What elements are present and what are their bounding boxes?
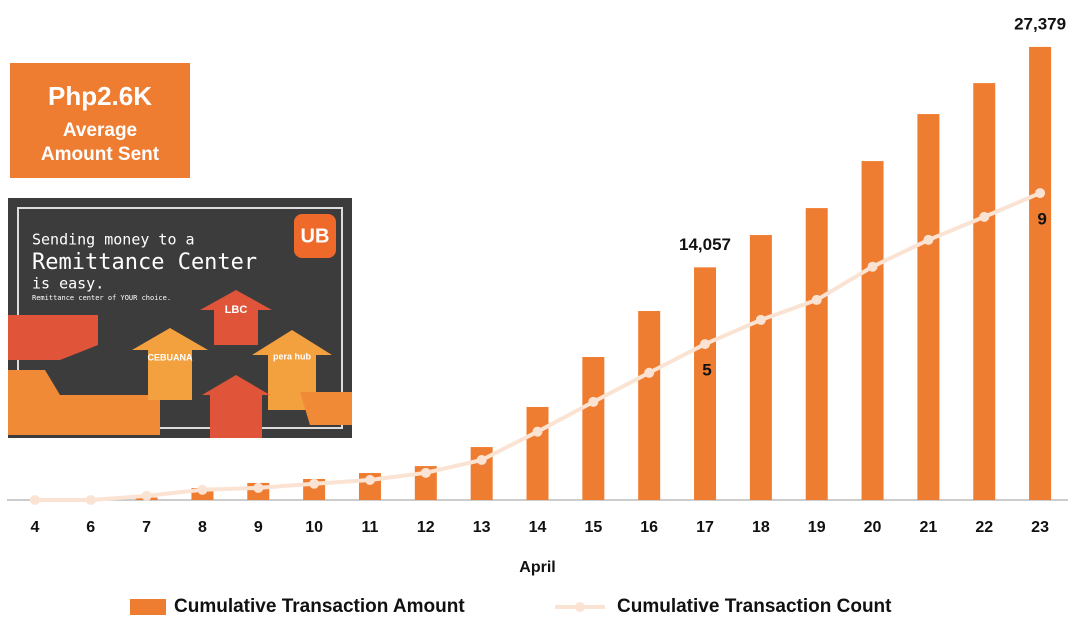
line-marker: [253, 482, 264, 493]
line-marker: [29, 495, 40, 505]
x-tick-label: 6: [86, 519, 95, 536]
line-marker: [197, 484, 208, 495]
line-marker: [923, 234, 934, 245]
line-marker: [867, 261, 878, 272]
x-tick-label: 4: [30, 519, 39, 536]
line-marker: [420, 467, 431, 478]
line-marker: [755, 314, 766, 325]
line-marker: [85, 495, 96, 505]
x-tick-label: 21: [919, 519, 937, 536]
bar: [749, 235, 772, 500]
x-tick-label: 7: [142, 519, 151, 536]
line-marker: [588, 396, 599, 407]
data-label: 9: [1037, 210, 1046, 229]
x-tick-label: 9: [254, 519, 263, 536]
bar: [694, 267, 717, 500]
ad-headline: Sending money to a: [32, 231, 195, 249]
ad-arrow: [252, 330, 332, 410]
x-tick-label: 18: [752, 519, 770, 536]
badge-line: Amount Sent: [41, 144, 160, 165]
x-axis-label: April: [519, 559, 555, 576]
line-marker: [644, 367, 655, 378]
x-tick-label: 23: [1031, 519, 1049, 536]
badge-box: [10, 63, 190, 178]
legend-swatch: [575, 602, 585, 612]
line-marker: [309, 478, 320, 489]
x-tick-label: 11: [362, 519, 379, 536]
line-marker: [811, 294, 822, 305]
bar: [861, 161, 884, 500]
x-tick-label: 14: [529, 519, 547, 536]
ad-logo: [294, 214, 336, 258]
x-tick-label: 15: [584, 519, 602, 536]
x-tick-label: 13: [473, 519, 491, 536]
data-label: 14,057: [679, 235, 731, 254]
ad-shape: [8, 315, 98, 360]
legend-swatch: [130, 599, 166, 615]
x-tick-label: 12: [417, 519, 435, 536]
ad-shape: [300, 392, 352, 425]
line-marker: [700, 339, 711, 350]
bar: [917, 114, 940, 500]
x-tick-label: 22: [975, 519, 993, 536]
bar: [526, 406, 549, 500]
bar: [582, 357, 605, 500]
ad-headline: Remittance Center: [32, 250, 257, 275]
ad-image: UB Sending money to a Remittance Center …: [8, 198, 352, 438]
legend-label: Cumulative Transaction Count: [617, 596, 892, 617]
bar: [973, 83, 996, 501]
ad-brand: pera hub: [273, 351, 312, 361]
legend-label: Cumulative Transaction Amount: [174, 596, 465, 617]
x-tick-label: 19: [808, 519, 826, 536]
ad-tagline: Remittance center of YOUR choice.: [32, 294, 171, 302]
badge: Php2.6K Average Amount Sent: [10, 63, 190, 178]
line-marker: [1035, 188, 1046, 199]
ad-brand: CEBUANA: [148, 352, 194, 362]
x-tick-label: 20: [864, 519, 882, 536]
ad-arrow: [200, 290, 272, 345]
ad-brand: LBC: [225, 304, 248, 316]
data-label: 5: [702, 361, 711, 380]
x-tick-label: 16: [640, 519, 658, 536]
line-marker: [476, 454, 487, 465]
data-label: 27,379: [1014, 14, 1066, 33]
ad-arrow: [202, 375, 270, 438]
bar: [1029, 46, 1052, 501]
line-marker: [141, 490, 152, 501]
ad-headline: is easy.: [32, 275, 104, 293]
line-marker: [364, 474, 375, 485]
ad-arrow: [132, 328, 208, 400]
badge-line: Average: [63, 120, 137, 141]
x-tick-label: 8: [198, 519, 207, 536]
bar: [805, 208, 828, 500]
x-tick-label: 10: [305, 519, 323, 536]
badge-amount: Php2.6K: [48, 81, 152, 111]
line-marker: [532, 426, 543, 437]
line-marker: [979, 211, 990, 222]
ad-logo-text: UB: [301, 225, 330, 247]
bar: [638, 311, 661, 500]
x-tick-label: 17: [696, 519, 714, 536]
ad-shape: [8, 370, 160, 435]
